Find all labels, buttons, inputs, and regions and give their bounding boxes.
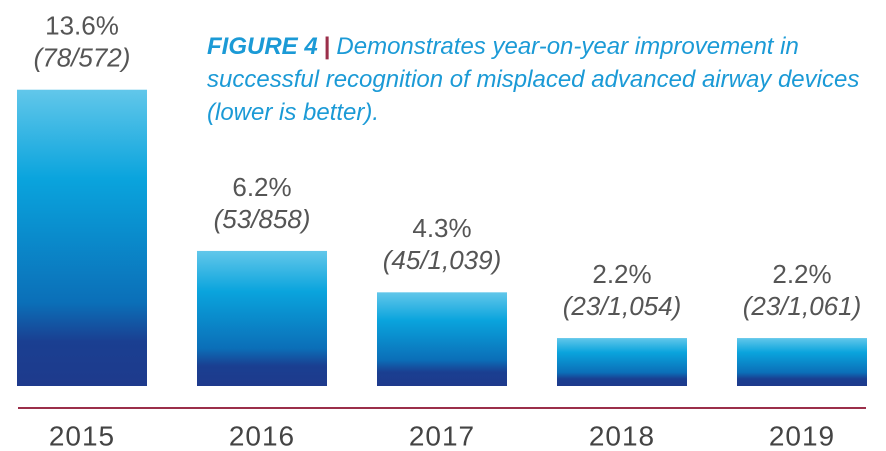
- separator: |: [323, 33, 331, 60]
- bar: [197, 250, 327, 386]
- bar: [557, 338, 687, 386]
- value-label: 6.2%: [232, 172, 291, 202]
- x-tick-label: 2018: [589, 420, 655, 451]
- x-tick-label: 2016: [229, 420, 295, 451]
- value-label: 2.2%: [592, 259, 651, 289]
- x-tick-label: 2019: [769, 420, 835, 451]
- bar: [737, 338, 867, 386]
- chart-title: FIGURE 4: [207, 33, 318, 60]
- x-tick-label: 2017: [409, 420, 475, 451]
- bar: [17, 89, 147, 386]
- count-label: (23/1,054): [563, 291, 682, 321]
- count-label: (53/858): [214, 204, 311, 234]
- count-label: (45/1,039): [383, 245, 502, 275]
- chart-subtitle: Demonstrates year-on-year improvement in…: [207, 33, 860, 126]
- value-label: 2.2%: [772, 259, 831, 289]
- count-label: (78/572): [34, 43, 131, 73]
- bar: [377, 292, 507, 386]
- value-label: 4.3%: [412, 213, 471, 243]
- x-tick-label: 2015: [49, 420, 115, 451]
- count-label: (23/1,061): [743, 291, 862, 321]
- value-label: 13.6%: [45, 11, 119, 41]
- caption: FIGURE 4 | Demonstrates year-on-year impro…: [207, 30, 867, 129]
